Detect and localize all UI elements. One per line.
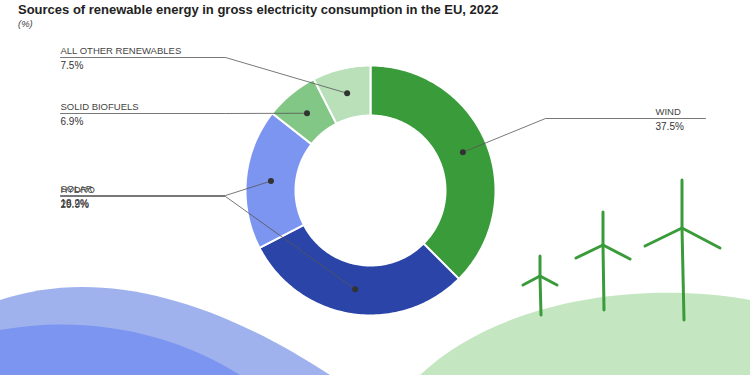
- svg-text:HYDRO: HYDRO: [61, 184, 95, 195]
- svg-text:ALL OTHER RENEWABLES: ALL OTHER RENEWABLES: [61, 45, 182, 56]
- svg-text:6.9%: 6.9%: [61, 116, 84, 127]
- svg-text:18.2%: 18.2%: [61, 198, 89, 209]
- svg-text:29.9%: 29.9%: [61, 199, 89, 210]
- svg-text:SOLID BIOFUELS: SOLID BIOFUELS: [61, 101, 139, 112]
- svg-text:WIND: WIND: [656, 106, 681, 117]
- svg-text:7.5%: 7.5%: [61, 60, 84, 71]
- svg-text:37.5%: 37.5%: [656, 121, 684, 132]
- svg-text:SOLAR: SOLAR: [61, 183, 93, 194]
- html-text:Sources of renewable energy in: Sources of renewable energy in gross ele…: [18, 2, 499, 17]
